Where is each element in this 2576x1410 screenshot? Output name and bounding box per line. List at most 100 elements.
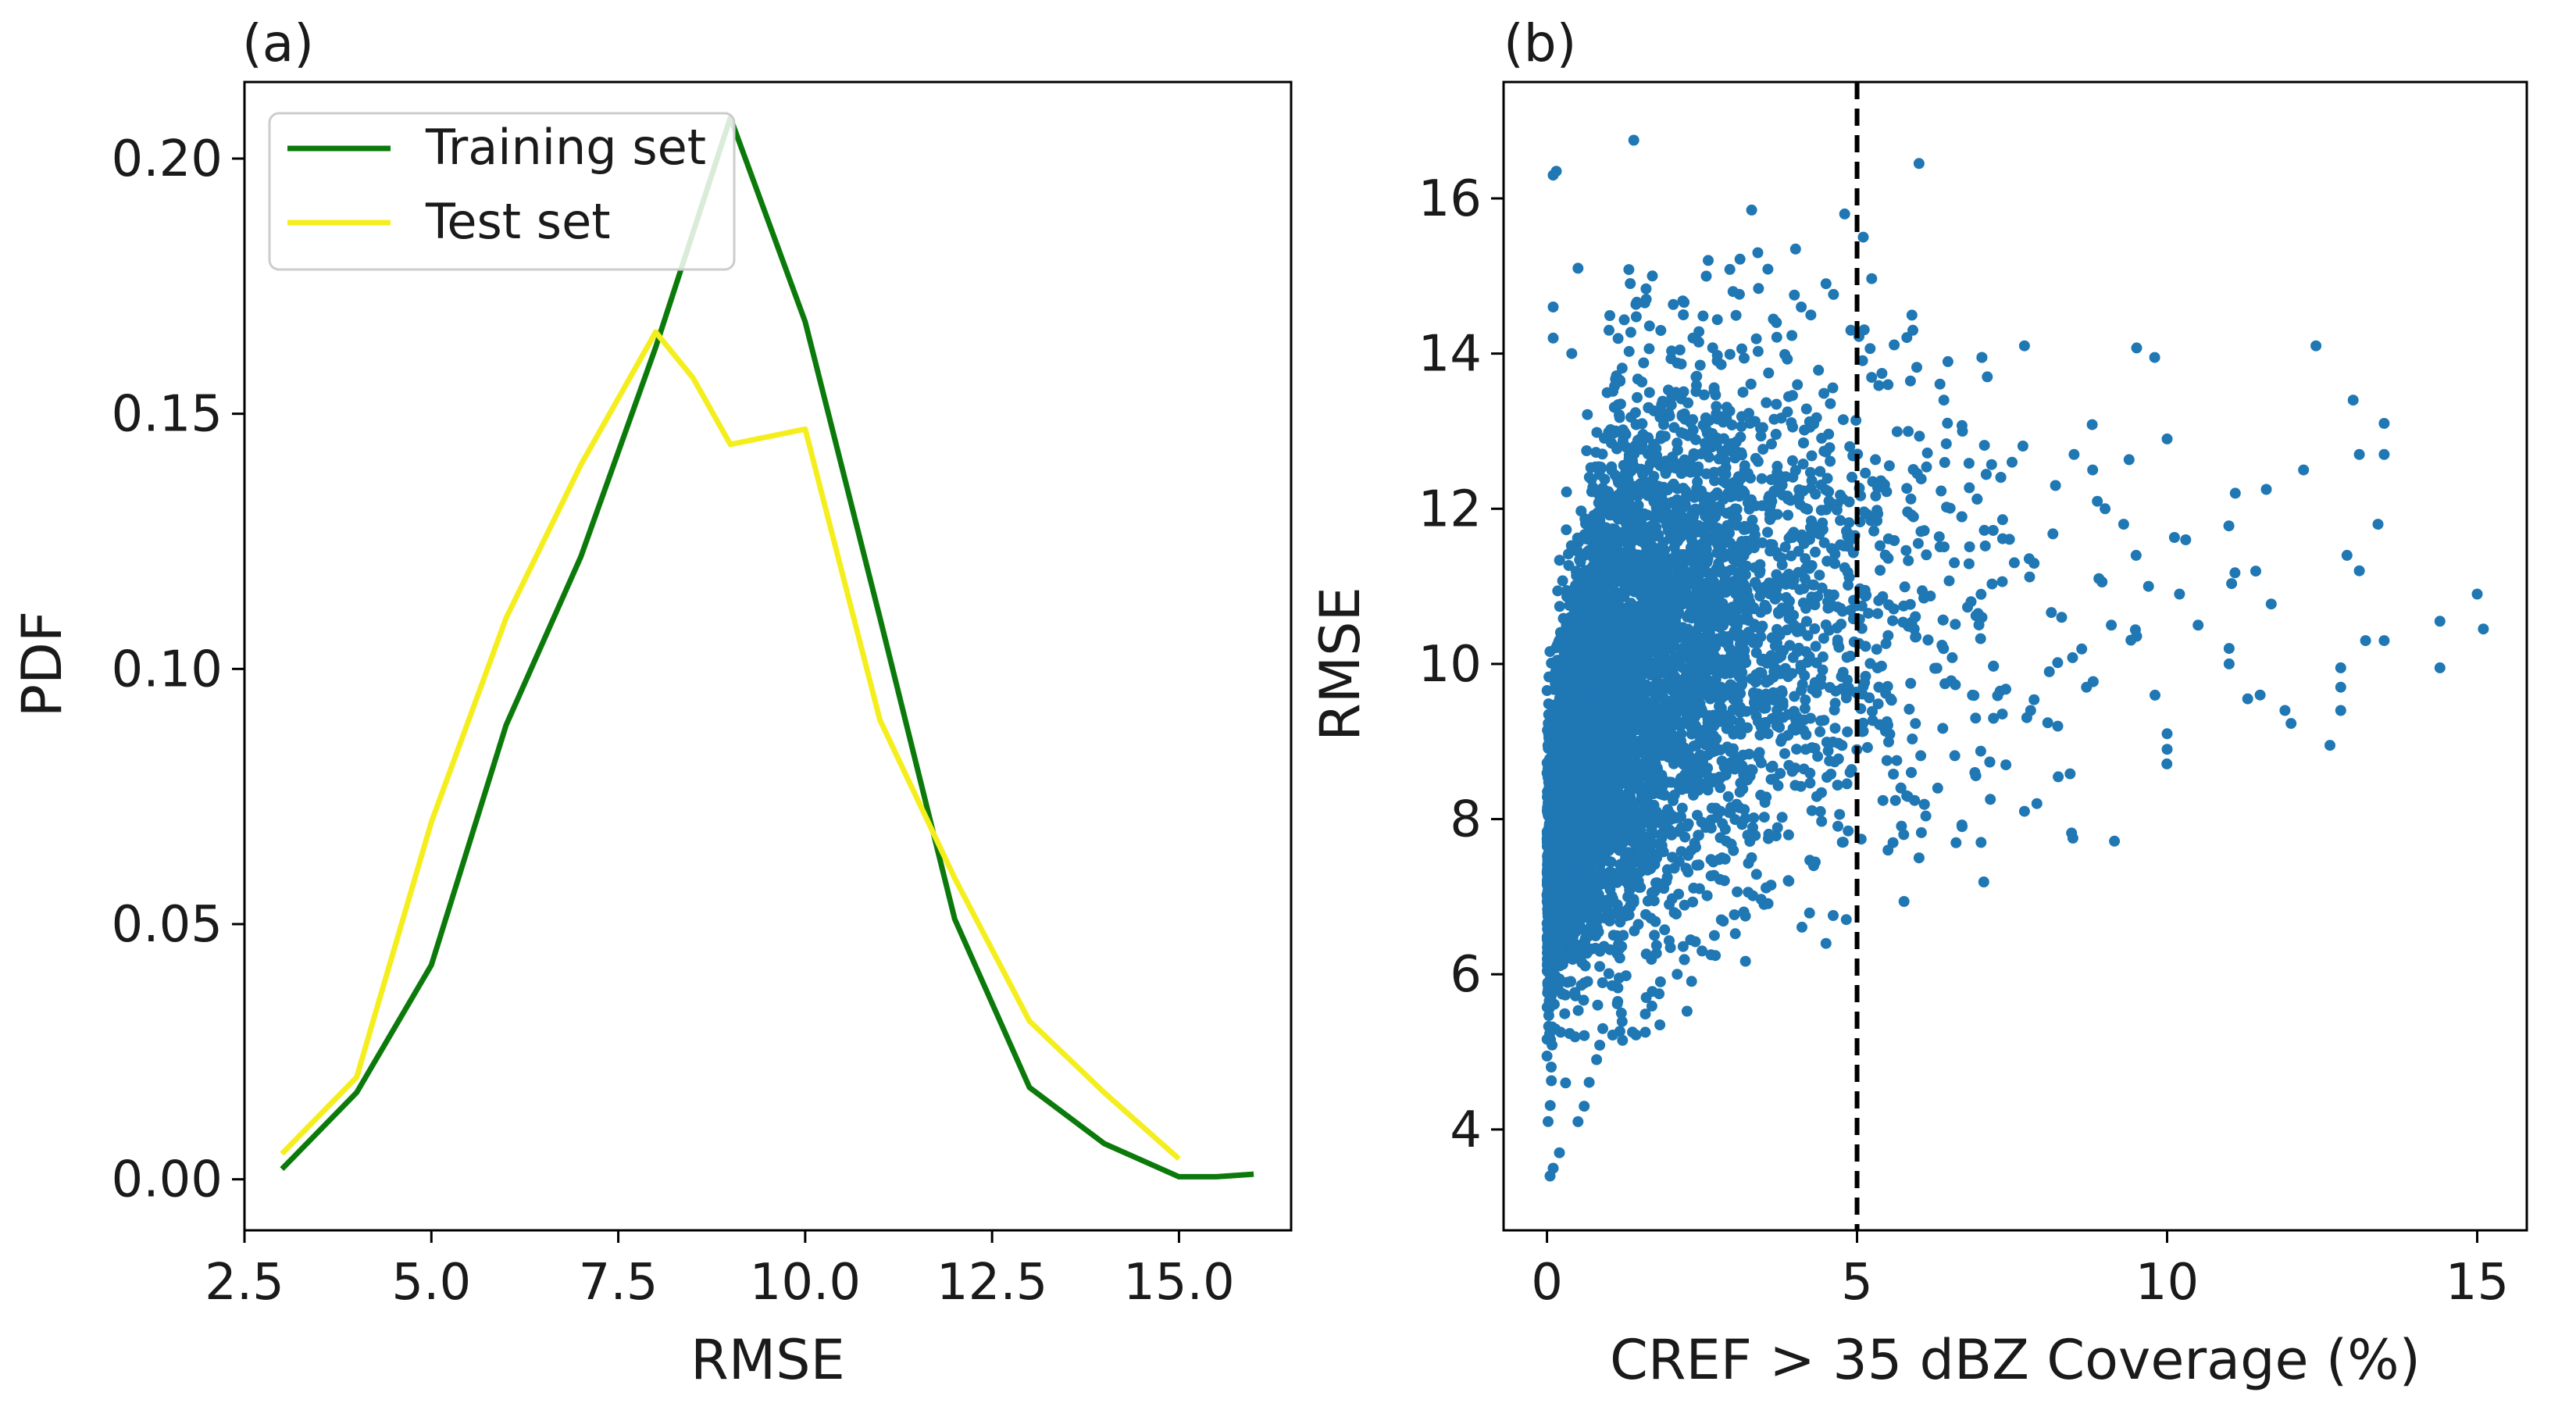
scatter-point [1762,263,1774,275]
scatter-point [1933,531,1945,543]
scatter-point [1846,471,1857,483]
scatter-point [1688,789,1699,801]
scatter-point [1978,876,1989,887]
scatter-point [1714,832,1726,844]
scatter-point [1659,924,1671,936]
scatter-point [1561,486,1572,498]
scatter-point [1875,540,1886,552]
scatter-point [2076,643,2088,655]
scatter-point [1654,976,1666,987]
scatter-point [1597,977,1608,988]
scatter-point [1800,694,1811,705]
scatter-point [1787,421,1799,433]
scatter-point [1704,693,1716,705]
scatter-point [1821,555,1833,567]
scatter-point [1700,270,1712,282]
scatter-point [1800,744,1811,755]
scatter-point [1692,809,1703,821]
a-x-axis-title: RMSE [690,1328,845,1392]
scatter-point [1731,519,1743,531]
scatter-point [1996,709,2008,720]
scatter-point [1825,398,1836,409]
scatter-point [1627,1026,1638,1038]
scatter-point [1739,352,1750,364]
scatter-point [2092,495,2103,507]
scatter-point [1746,514,1758,526]
scatter-point [1742,774,1754,786]
scatter-point [1711,401,1722,412]
scatter-point [1752,637,1763,649]
scatter-point [1900,544,1912,556]
scatter-point [1575,980,1587,991]
scatter-point [1906,309,1918,321]
scatter-point [1746,764,1758,776]
scatter-point [1742,830,1754,841]
scatter-point [1964,482,1975,494]
scatter-point [1879,549,1891,561]
scatter-point [1640,948,1652,960]
scatter-point [1707,643,1719,655]
scatter-point [1829,698,1841,709]
scatter-point [1591,427,1603,438]
scatter-point [1782,829,1794,841]
scatter-point [1741,560,1753,572]
a-x-tick-label: 15.0 [1123,1254,1235,1312]
scatter-point [1882,680,1893,692]
scatter-point [1739,955,1751,967]
scatter-point [1761,397,1772,409]
scatter-point [1787,390,1798,402]
scatter-point [1821,473,1833,484]
scatter-point [1963,458,1975,469]
scatter-point [1903,703,1915,715]
scatter-point [1788,619,1800,630]
scatter-point [2109,835,2121,847]
scatter-point [1816,582,1828,594]
scatter-point [1578,994,1589,1006]
a-data-layer [280,115,1254,1180]
scatter-point [1668,298,1679,310]
scatter-point [1543,671,1555,683]
scatter-point [1748,601,1760,613]
scatter-point [1730,309,1742,321]
scatter-point [1818,537,1830,548]
scatter-point [1877,794,1889,806]
scatter-point [1645,912,1657,924]
scatter-point [1866,372,1878,384]
scatter-point [1828,288,1839,300]
scatter-point [1891,426,1903,437]
scatter-point [1801,616,1812,627]
a-x-tick-label: 5.0 [391,1254,471,1312]
scatter-point [1837,493,1849,505]
scatter-point [1572,532,1583,544]
scatter-point [1642,895,1654,907]
scatter-point [1617,591,1629,603]
scatter-point [1541,1050,1553,1062]
scatter-point [1975,588,1987,600]
scatter-point [1889,794,1901,806]
scatter-point [1677,941,1689,952]
scatter-point [1904,375,1916,387]
scatter-point [1593,469,1605,480]
scatter-point [1697,672,1708,684]
scatter-point [1576,957,1588,969]
scatter-point [2161,758,2173,769]
scatter-point [1792,379,1804,391]
scatter-point [1793,491,1805,503]
scatter-point [2046,607,2057,619]
scatter-point [1583,1076,1595,1088]
scatter-point [1563,559,1575,571]
scatter-point [1758,812,1770,823]
scatter-point [2324,740,2335,751]
scatter-point [1725,506,1736,518]
scatter-point [1655,433,1667,444]
scatter-point [1638,357,1650,369]
scatter-point [1942,355,1953,367]
a-legend: Training set Test set [268,112,736,271]
scatter-point [1752,455,1764,467]
scatter-point [1905,493,1917,505]
scatter-point [1616,362,1628,374]
scatter-point [1920,810,1932,822]
scatter-point [1898,896,1910,907]
scatter-point [1607,385,1619,397]
